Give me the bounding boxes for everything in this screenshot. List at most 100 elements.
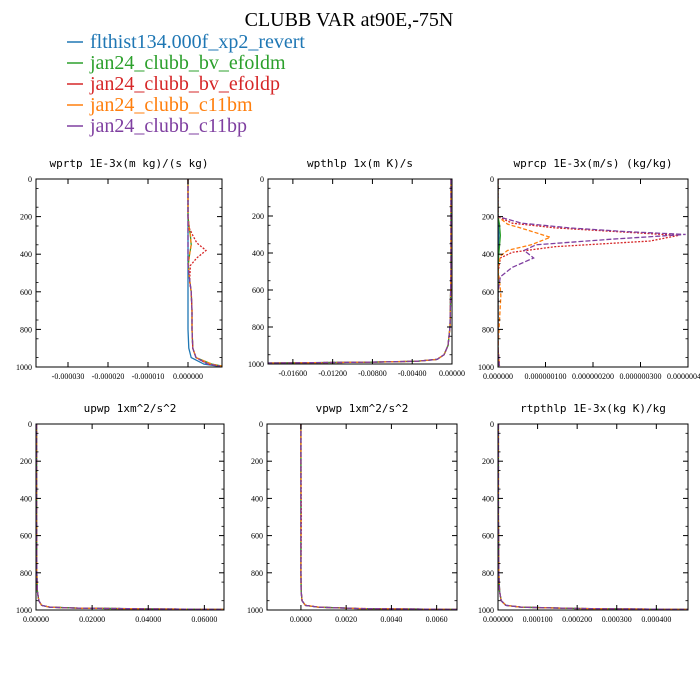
x-tick-label: -0.000030 bbox=[52, 372, 85, 381]
legend-item: jan24_clubb_bv_efoldm bbox=[67, 52, 286, 74]
plot-frame bbox=[497, 178, 689, 368]
legend: flthist134.000f_xp2_revertjan24_clubb_bv… bbox=[67, 31, 305, 137]
y-tick-label: 600 bbox=[20, 288, 32, 297]
x-tick-label: 0.00000 bbox=[439, 369, 465, 378]
series-line-5 bbox=[300, 424, 457, 610]
series-line-2 bbox=[187, 179, 222, 367]
x-tick-label: 0.000400 bbox=[641, 615, 671, 624]
y-tick-label: 800 bbox=[482, 569, 494, 578]
y-tick-label: 200 bbox=[482, 457, 494, 466]
y-tick-label: 0 bbox=[28, 175, 32, 184]
series-line-4 bbox=[268, 179, 452, 364]
panels: wprtp 1E-3x(m kg)/(s kg) 0 200 400 600 800 100… bbox=[16, 157, 700, 624]
y-tick-label: 0 bbox=[490, 420, 494, 429]
x-tick-label: -0.000010 bbox=[132, 372, 165, 381]
series-line-4 bbox=[498, 179, 553, 367]
x-tick-label: 0.000200 bbox=[562, 615, 592, 624]
series-line-4 bbox=[498, 424, 688, 610]
series-line-5 bbox=[498, 424, 688, 610]
y-tick-label: 1000 bbox=[248, 360, 264, 369]
chart-panel-6: rtpthlp 1E-3x(kg K)/kg020040060080010000… bbox=[478, 402, 689, 624]
y-tick-label: 0 bbox=[260, 175, 264, 184]
series-line-3 bbox=[300, 424, 457, 610]
x-tick-label: 0.0020 bbox=[335, 615, 357, 624]
x-tick-label: 0.000100 bbox=[523, 615, 553, 624]
legend-item: jan24_clubb_bv_efoldp bbox=[67, 73, 280, 95]
y-tick-label: 800 bbox=[252, 323, 264, 332]
x-tick-label: 0.02000 bbox=[79, 615, 105, 624]
panel-title: vpwp 1xm^2/s^2 bbox=[316, 402, 409, 415]
x-tick-label: 0.000000300 bbox=[620, 372, 662, 381]
x-tick-label: 0.000000100 bbox=[525, 372, 567, 381]
x-tick-label: -0.000020 bbox=[92, 372, 125, 381]
x-tick-label: -0.00800 bbox=[358, 369, 387, 378]
series-line-2 bbox=[36, 424, 224, 610]
x-tick-label: 0.000300 bbox=[602, 615, 632, 624]
series-line-4 bbox=[187, 179, 222, 367]
x-tick-label: 0.0040 bbox=[380, 615, 402, 624]
legend-label: jan24_clubb_c11bp bbox=[89, 115, 247, 137]
y-tick-label: 200 bbox=[20, 457, 32, 466]
panel-title: wprtp 1E-3x(m kg)/(s kg) bbox=[50, 157, 209, 170]
series-line-3 bbox=[498, 424, 688, 610]
x-tick-label: 0.0060 bbox=[426, 615, 448, 624]
y-tick-label: 200 bbox=[482, 213, 494, 222]
x-tick-label: 0.00000 bbox=[23, 615, 49, 624]
legend-item: jan24_clubb_c11bm bbox=[67, 94, 253, 116]
y-tick-label: 800 bbox=[482, 325, 494, 334]
x-tick-label: 0.000000200 bbox=[572, 372, 614, 381]
x-tick-label: -0.00400 bbox=[398, 369, 427, 378]
panel-title: wprcp 1E-3x(m/s) (kg/kg) bbox=[514, 157, 673, 170]
y-tick-label: 1000 bbox=[16, 363, 32, 372]
x-tick-label: 0.000000400 bbox=[667, 372, 700, 381]
series-line-4 bbox=[36, 424, 224, 610]
series-line-3 bbox=[36, 424, 224, 610]
plot-frame bbox=[266, 423, 458, 611]
y-tick-label: 0 bbox=[28, 420, 32, 429]
series-line-1 bbox=[36, 424, 224, 610]
y-tick-label: 1000 bbox=[247, 606, 263, 615]
y-tick-label: 800 bbox=[20, 569, 32, 578]
series-line-4 bbox=[300, 424, 457, 610]
series-line-1 bbox=[498, 424, 688, 610]
x-tick-label: 0.000000 bbox=[483, 372, 513, 381]
series-line-2 bbox=[268, 179, 452, 364]
chart-panel-1: wprtp 1E-3x(m kg)/(s kg) 0 200 400 600 800 100… bbox=[16, 157, 223, 381]
plot-frame bbox=[267, 178, 453, 365]
series-line-1 bbox=[300, 424, 457, 610]
plot-frame bbox=[497, 423, 689, 611]
figure-title: CLUBB VAR at90E,-75N bbox=[245, 9, 454, 31]
y-tick-label: 400 bbox=[20, 494, 32, 503]
x-tick-label: 0.000000 bbox=[483, 615, 513, 624]
legend-item: flthist134.000f_xp2_revert bbox=[67, 31, 305, 53]
panel-title: wpthlp 1x(m K)/s bbox=[307, 157, 413, 170]
series-line-5 bbox=[36, 424, 224, 610]
y-tick-label: 600 bbox=[251, 532, 263, 541]
y-tick-label: 800 bbox=[251, 569, 263, 578]
series-line-2 bbox=[498, 424, 688, 610]
series-line-3 bbox=[498, 179, 679, 367]
legend-item: jan24_clubb_c11bp bbox=[67, 115, 247, 137]
y-tick-label: 400 bbox=[252, 249, 264, 258]
series-line-3 bbox=[268, 179, 452, 364]
y-tick-label: 600 bbox=[252, 286, 264, 295]
y-tick-label: 600 bbox=[482, 288, 494, 297]
y-tick-label: 400 bbox=[482, 250, 494, 259]
y-tick-label: 400 bbox=[482, 494, 494, 503]
y-tick-label: 200 bbox=[252, 212, 264, 221]
series-line-5 bbox=[268, 179, 452, 364]
x-tick-label: -0.01200 bbox=[318, 369, 347, 378]
panel-title: rtpthlp 1E-3x(kg K)/kg bbox=[520, 402, 666, 415]
series-line-2 bbox=[300, 424, 457, 610]
x-tick-label: 0.0000 bbox=[290, 615, 312, 624]
y-tick-label: 1000 bbox=[16, 606, 32, 615]
y-tick-label: 800 bbox=[20, 325, 32, 334]
plot-frame bbox=[35, 423, 225, 611]
series-line-5 bbox=[187, 179, 221, 367]
x-tick-label: 0.06000 bbox=[191, 615, 217, 624]
y-tick-label: 0 bbox=[259, 420, 263, 429]
y-tick-label: 400 bbox=[251, 494, 263, 503]
y-tick-label: 200 bbox=[20, 213, 32, 222]
series-line-1 bbox=[268, 179, 452, 364]
